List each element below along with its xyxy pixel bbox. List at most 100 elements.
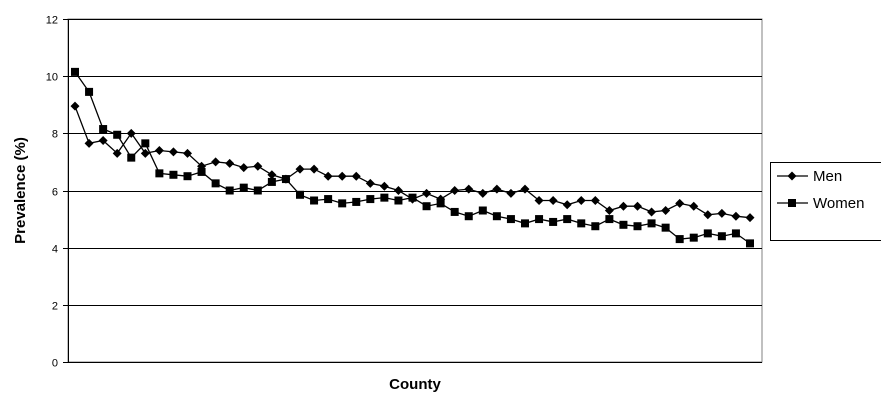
y-tick-label: 4	[52, 244, 58, 256]
series-layer	[70, 67, 755, 248]
data-point-women	[633, 222, 642, 231]
data-point-men	[351, 171, 361, 181]
data-point-men	[365, 178, 375, 188]
y-axis-title: Prevalence (%)	[12, 137, 29, 244]
data-point-women	[436, 199, 445, 208]
data-point-men	[211, 157, 221, 167]
data-point-women	[169, 170, 178, 179]
data-point-men	[183, 148, 192, 158]
data-point-men	[464, 184, 474, 194]
data-point-men	[548, 196, 558, 206]
data-point-men	[604, 206, 614, 216]
data-point-men	[562, 200, 572, 210]
data-point-women	[380, 193, 389, 202]
x-axis-title: County	[389, 376, 441, 393]
y-tick-label: 10	[46, 72, 58, 84]
series-women	[71, 67, 754, 248]
data-point-women	[197, 167, 206, 176]
data-point-men	[323, 171, 333, 181]
data-point-men	[618, 201, 628, 211]
data-point-women	[71, 67, 79, 76]
data-point-women	[183, 172, 192, 181]
data-point-women	[605, 215, 614, 224]
data-point-men	[689, 201, 699, 211]
data-point-men	[253, 161, 263, 171]
data-point-women	[366, 195, 375, 204]
data-point-women	[478, 206, 487, 215]
legend-marker-women	[788, 199, 796, 207]
data-point-women	[731, 229, 740, 238]
data-point-men	[745, 213, 755, 223]
data-point-women	[352, 197, 361, 206]
data-point-women	[127, 153, 136, 162]
data-point-women	[225, 186, 234, 195]
data-point-women	[675, 235, 684, 244]
data-point-men	[492, 184, 502, 194]
data-point-women	[549, 217, 558, 226]
data-point-men	[337, 171, 347, 181]
data-point-men	[84, 138, 94, 148]
data-point-women	[85, 87, 94, 96]
data-point-men	[126, 128, 136, 138]
data-point-men	[239, 163, 249, 173]
data-point-men	[422, 188, 432, 198]
data-point-women	[619, 220, 628, 229]
legend-item-women: Women	[777, 195, 864, 212]
data-point-women	[324, 195, 333, 204]
data-point-women	[661, 223, 670, 232]
data-point-women	[296, 190, 304, 199]
data-point-women	[281, 175, 290, 184]
data-point-women	[506, 215, 515, 224]
data-point-women	[99, 125, 108, 134]
data-point-women	[310, 196, 319, 205]
data-point-men	[168, 147, 178, 157]
gridlines	[68, 19, 762, 306]
data-point-men	[576, 196, 586, 206]
data-point-men	[506, 188, 516, 198]
data-point-women	[253, 186, 262, 195]
data-point-women	[703, 229, 712, 238]
legend-marker-men	[787, 171, 797, 181]
data-point-men	[703, 210, 713, 220]
data-point-women	[464, 212, 473, 221]
data-point-men	[225, 158, 235, 168]
data-point-men	[295, 164, 305, 174]
y-tick-label: 12	[46, 15, 58, 27]
legend-label-men: Men	[813, 168, 842, 185]
data-point-women	[577, 219, 586, 228]
legend: Men Women	[770, 162, 881, 241]
data-point-women	[338, 199, 347, 208]
data-point-men	[647, 207, 657, 217]
data-point-men	[112, 148, 122, 158]
data-point-men	[309, 164, 319, 174]
y-tick-label: 8	[52, 129, 58, 141]
data-point-women	[591, 222, 600, 231]
data-point-women	[113, 130, 122, 139]
data-point-women	[408, 193, 417, 202]
data-point-women	[521, 219, 529, 228]
data-point-women	[239, 183, 248, 192]
data-point-men	[140, 148, 150, 158]
data-point-women	[717, 232, 726, 241]
data-point-men	[590, 196, 600, 206]
data-point-men	[70, 101, 80, 111]
data-point-women	[563, 215, 572, 224]
data-point-men	[98, 135, 108, 145]
data-point-women	[155, 169, 164, 178]
data-point-women	[492, 212, 501, 221]
data-point-men	[520, 184, 530, 194]
data-point-men	[534, 196, 544, 206]
data-point-men	[450, 186, 460, 195]
data-point-men	[478, 188, 488, 198]
legend-item-men: Men	[777, 168, 842, 185]
data-point-men	[267, 170, 277, 180]
data-point-women	[689, 233, 698, 242]
data-point-men	[661, 206, 671, 216]
data-point-women	[422, 202, 431, 211]
data-point-men	[379, 181, 389, 191]
data-point-women	[211, 179, 220, 188]
data-point-women	[394, 196, 403, 205]
data-point-men	[633, 201, 642, 211]
data-point-men	[393, 186, 403, 195]
